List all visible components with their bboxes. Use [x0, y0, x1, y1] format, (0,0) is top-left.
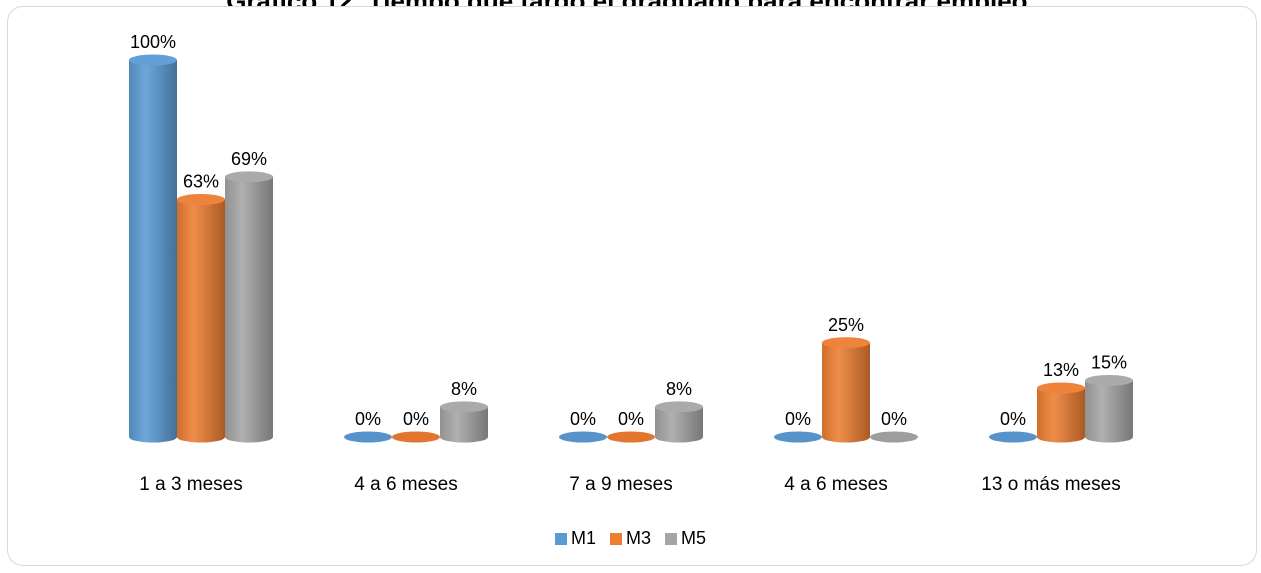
legend: M1 M3 M5 — [0, 528, 1261, 549]
legend-entry-m3: M3 — [609, 528, 651, 549]
bar-top-m3-0 — [177, 193, 225, 205]
legend-label-m3: M3 — [625, 528, 651, 548]
data-label-m3-3: 25% — [828, 315, 864, 335]
bar-top-m3-2 — [607, 431, 655, 443]
category-label-3: 4 a 6 meses — [784, 474, 888, 495]
bar-m3-4 — [1037, 387, 1085, 443]
legend-entry-m1: M1 — [554, 528, 596, 549]
data-label-m5-3: 0% — [881, 409, 907, 429]
legend-swatch-m1 — [554, 532, 567, 545]
legend-label-m5: M5 — [681, 528, 707, 548]
bar-top-m1-3 — [774, 431, 822, 443]
data-label-m1-0: 100% — [130, 32, 176, 52]
data-label-m5-0: 69% — [231, 149, 267, 169]
data-label-m5-1: 8% — [451, 379, 477, 399]
data-label-m5-2: 8% — [666, 379, 692, 399]
legend-swatch-m3 — [609, 532, 622, 545]
bar-m5-0 — [225, 176, 273, 443]
bar-top-m1-1 — [344, 431, 392, 443]
legend-label-m1: M1 — [570, 528, 596, 548]
bar-top-m1-2 — [559, 431, 607, 443]
bar-top-m5-3 — [870, 431, 918, 443]
data-label-m3-2: 0% — [618, 409, 644, 429]
bar-top-m1-0 — [129, 54, 177, 66]
data-label-m1-4: 0% — [1000, 409, 1026, 429]
category-label-2: 7 a 9 meses — [569, 474, 673, 495]
bar-m5-1 — [440, 406, 488, 443]
category-label-4: 13 o más meses — [981, 474, 1120, 495]
data-label-m3-1: 0% — [403, 409, 429, 429]
data-label-m5-4: 15% — [1091, 352, 1127, 372]
bar-top-m5-1 — [440, 401, 488, 413]
legend-entry-m5: M5 — [665, 528, 706, 549]
bar-top-m5-4 — [1085, 374, 1133, 386]
bar-m3-0 — [177, 199, 225, 443]
data-label-m3-0: 63% — [183, 171, 219, 191]
bar-top-m1-4 — [989, 431, 1037, 443]
legend-swatch-m5 — [665, 532, 677, 545]
bar-top-m5-2 — [655, 401, 703, 413]
bar-m5-2 — [655, 406, 703, 443]
data-label-m1-3: 0% — [785, 409, 811, 429]
data-label-m1-1: 0% — [355, 409, 381, 429]
bar-top-m3-4 — [1037, 382, 1085, 394]
bar-m1-0 — [129, 60, 177, 443]
bar-m5-4 — [1085, 380, 1133, 443]
category-label-0: 1 a 3 meses — [139, 474, 243, 495]
bar-top-m5-0 — [225, 171, 273, 183]
data-label-m1-2: 0% — [570, 409, 596, 429]
bar-m3-3 — [822, 342, 870, 443]
bar-top-m3-3 — [822, 337, 870, 349]
bar-top-m3-1 — [392, 431, 440, 443]
category-label-1: 4 a 6 meses — [354, 474, 458, 495]
data-label-m3-4: 13% — [1043, 360, 1079, 380]
